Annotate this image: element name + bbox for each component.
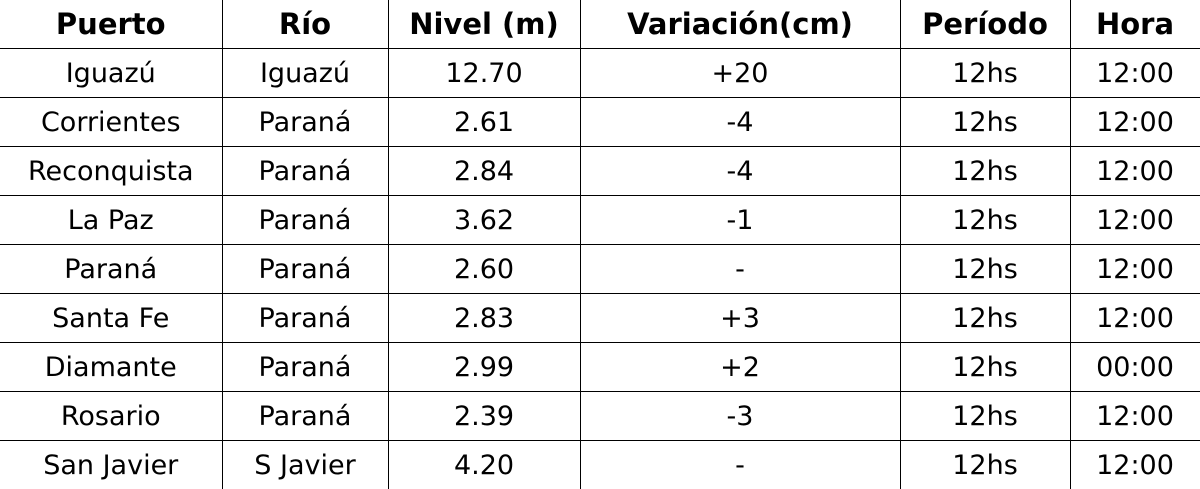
table-row: Santa Fe Paraná 2.83 +3 12hs 12:00 [0, 293, 1200, 344]
table-cell: -4 [579, 146, 901, 197]
table-row: Rosario Paraná 2.39 -3 12hs 12:00 [0, 391, 1200, 442]
header-cell: Río [221, 0, 389, 49]
table-cell: 12hs [899, 146, 1071, 197]
table-cell: Paraná [221, 342, 389, 393]
table-cell: 12:00 [1069, 391, 1200, 442]
table-cell: La Paz [0, 195, 223, 246]
table-cell: Paraná [221, 146, 389, 197]
header-cell: Nivel (m) [387, 0, 581, 49]
table-cell: 12:00 [1069, 244, 1200, 295]
table-cell: 12:00 [1069, 146, 1200, 197]
table-cell: 12:00 [1069, 195, 1200, 246]
table-cell: Iguazú [0, 47, 223, 99]
table-cell: 12hs [899, 440, 1071, 489]
table-cell: 12hs [899, 293, 1071, 344]
table-row: San Javier S Javier 4.20-12hs 12:00 [0, 440, 1200, 489]
table-cell: 2.83 [387, 293, 581, 344]
header-cell: Variación(cm) [579, 0, 901, 49]
table-cell: 3.62 [387, 195, 581, 246]
table-cell: 2.99 [387, 342, 581, 393]
header-cell: Hora [1069, 0, 1200, 49]
table-cell: Santa Fe [0, 293, 223, 344]
table-cell: 12hs [899, 391, 1071, 442]
table-row: Reconquista Paraná 2.84 -4 12hs 12:00 [0, 146, 1200, 197]
table-cell: Paraná [0, 244, 223, 295]
table-cell: +20 [579, 47, 901, 99]
table-cell: 12hs [899, 244, 1071, 295]
table-cell: 2.84 [387, 146, 581, 197]
table-cell: Reconquista [0, 146, 223, 197]
table-row: Iguazú Iguazú 12.70 +20 12hs 12:00 [0, 47, 1200, 99]
table-cell: 00:00 [1069, 342, 1200, 393]
table-cell: 12:00 [1069, 440, 1200, 489]
table-cell: 12hs [899, 97, 1071, 148]
table-cell: +2 [579, 342, 901, 393]
table-cell: -3 [579, 391, 901, 442]
table-cell: Paraná [221, 97, 389, 148]
table-cell: 12.70 [387, 47, 581, 99]
header-cell: Período [899, 0, 1071, 49]
table-cell: Paraná [221, 293, 389, 344]
table-cell: Corrientes [0, 97, 223, 148]
table-cell: Paraná [221, 244, 389, 295]
table-cell: S Javier [221, 440, 389, 489]
table-cell: 2.60 [387, 244, 581, 295]
table-cell: 12:00 [1069, 293, 1200, 344]
table-row: La Paz Paraná 3.62 -1 12hs 12:00 [0, 195, 1200, 246]
table-row: Diamante Paraná 2.99 +2 12hs 00:00 [0, 342, 1200, 393]
table-cell: - [579, 244, 901, 295]
table-cell: 2.61 [387, 97, 581, 148]
table-cell: 12hs [899, 195, 1071, 246]
header-row: Puerto Río Nivel (m) Variación(cm) Período Ho… [0, 0, 1200, 49]
table-cell: 12hs [899, 342, 1071, 393]
table-cell: Paraná [221, 391, 389, 442]
table-cell: 2.39 [387, 391, 581, 442]
table-cell: -1 [579, 195, 901, 246]
table-cell: San Javier [0, 440, 223, 489]
table-cell: Iguazú [221, 47, 389, 99]
table-cell: 4.20 [387, 440, 581, 489]
table-row: Paraná Paraná 2.60-12hs 12:00 [0, 244, 1200, 295]
table-cell: 12:00 [1069, 47, 1200, 99]
table-row: Corrientes Paraná 2.61 -4 12hs 12:00 [0, 97, 1200, 148]
table-cell: Paraná [221, 195, 389, 246]
table-cell: - [579, 440, 901, 489]
table-cell: 12hs [899, 47, 1071, 99]
header-cell: Puerto [0, 0, 223, 49]
table-cell: Rosario [0, 391, 223, 442]
table-cell: -4 [579, 97, 901, 148]
table-cell: Diamante [0, 342, 223, 393]
table-cell: 12:00 [1069, 97, 1200, 148]
table-cell: +3 [579, 293, 901, 344]
